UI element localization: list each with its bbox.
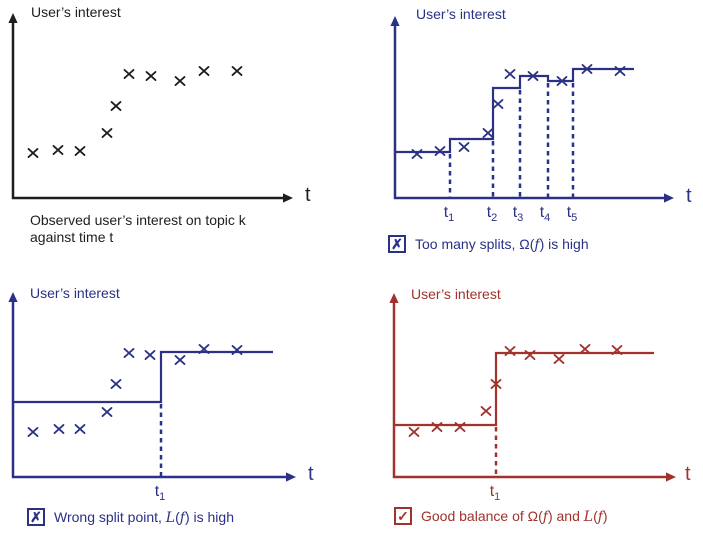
x-mark xyxy=(527,71,539,81)
step-function-line xyxy=(13,350,273,404)
x-mark xyxy=(110,101,122,111)
x-mark xyxy=(411,149,423,159)
x-mark xyxy=(53,424,65,434)
y-axis-title-observed: User’s interest xyxy=(31,4,121,20)
x-mark xyxy=(434,146,446,156)
x-mark xyxy=(490,379,502,389)
x-mark xyxy=(123,69,135,79)
x-mark xyxy=(198,66,210,76)
x-mark xyxy=(74,146,86,156)
step-function-line xyxy=(394,351,654,427)
tick-label-t3: t3 xyxy=(512,204,524,225)
x-mark xyxy=(504,69,516,79)
y-axis-arrow-icon xyxy=(8,292,18,302)
y-axis-arrow-icon xyxy=(390,16,400,26)
x-mark xyxy=(101,407,113,417)
tick-label-t1: t1 xyxy=(443,204,455,225)
y-axis-title-wrong-split: User’s interest xyxy=(30,285,120,301)
caption-line-1: Observed user’s interest on topic k xyxy=(30,212,246,228)
x-mark xyxy=(231,345,243,355)
caption-good-balance: ✓ Good balance of Ω(f) and L(f) xyxy=(394,507,608,525)
x-mark-box-icon: ✗ xyxy=(388,235,406,253)
tick-label-t1: t1 xyxy=(154,483,166,504)
step-function-line xyxy=(395,67,634,154)
x-axis-arrow-icon xyxy=(283,193,293,203)
x-mark xyxy=(581,64,593,74)
y-axis-title-good-balance: User’s interest xyxy=(411,286,501,302)
panel-good-balance xyxy=(389,293,676,482)
x-mark xyxy=(504,346,516,356)
x-mark xyxy=(110,379,122,389)
x-axis-arrow-icon xyxy=(286,472,296,482)
x-mark xyxy=(123,348,135,358)
x-mark xyxy=(145,71,157,81)
tick-label-t2: t2 xyxy=(486,204,498,225)
x-axis-label-observed: t xyxy=(305,184,311,206)
x-mark xyxy=(27,148,39,158)
x-mark xyxy=(144,350,156,360)
x-axis-arrow-icon xyxy=(666,472,676,482)
x-axis-arrow-icon xyxy=(664,193,674,203)
x-mark xyxy=(579,344,591,354)
caption-text: Wrong split point, L(f) is high xyxy=(54,508,234,526)
panel-wrong-split-point xyxy=(8,292,296,482)
tick-label-t4: t4 xyxy=(539,204,551,225)
x-axis-label-wrong-split: t xyxy=(308,463,314,485)
caption-text: Good balance of Ω(f) and L(f) xyxy=(421,507,608,525)
x-mark-box-icon: ✗ xyxy=(27,508,45,526)
x-mark xyxy=(482,128,494,138)
x-mark xyxy=(231,66,243,76)
x-mark xyxy=(431,422,443,432)
y-axis-arrow-icon xyxy=(389,293,399,303)
x-mark xyxy=(492,99,504,109)
y-axis-title-too-many-splits: User’s interest xyxy=(416,6,506,22)
x-mark xyxy=(174,355,186,365)
x-mark xyxy=(52,145,64,155)
x-mark xyxy=(458,142,470,152)
y-axis-arrow-icon xyxy=(8,13,18,23)
x-mark xyxy=(611,345,623,355)
x-mark xyxy=(27,427,39,437)
x-mark xyxy=(74,424,86,434)
x-mark xyxy=(553,354,565,364)
x-mark xyxy=(614,66,626,76)
panel-too-many-splits xyxy=(390,16,674,203)
caption-observed: Observed user’s interest on topic k agai… xyxy=(30,212,246,245)
x-mark xyxy=(454,422,466,432)
x-axis-label-good-balance: t xyxy=(685,463,691,485)
x-mark xyxy=(556,76,568,86)
x-mark xyxy=(174,76,186,86)
caption-wrong-split: ✗ Wrong split point, L(f) is high xyxy=(27,508,234,526)
caption-text: Too many splits, Ω(f) is high xyxy=(415,235,589,253)
panel-observed xyxy=(8,13,293,203)
tick-label-t5: t5 xyxy=(566,204,578,225)
checkmark-box-icon: ✓ xyxy=(394,507,412,525)
x-axis-label-too-many-splits: t xyxy=(686,185,692,207)
x-mark xyxy=(480,406,492,416)
x-mark xyxy=(101,128,113,138)
caption-too-many-splits: ✗ Too many splits, Ω(f) is high xyxy=(388,235,589,253)
tick-label-t1: t1 xyxy=(489,483,501,504)
x-mark xyxy=(198,344,210,354)
caption-line-2: against time t xyxy=(30,228,114,245)
x-mark xyxy=(408,427,420,437)
x-mark xyxy=(524,350,536,360)
